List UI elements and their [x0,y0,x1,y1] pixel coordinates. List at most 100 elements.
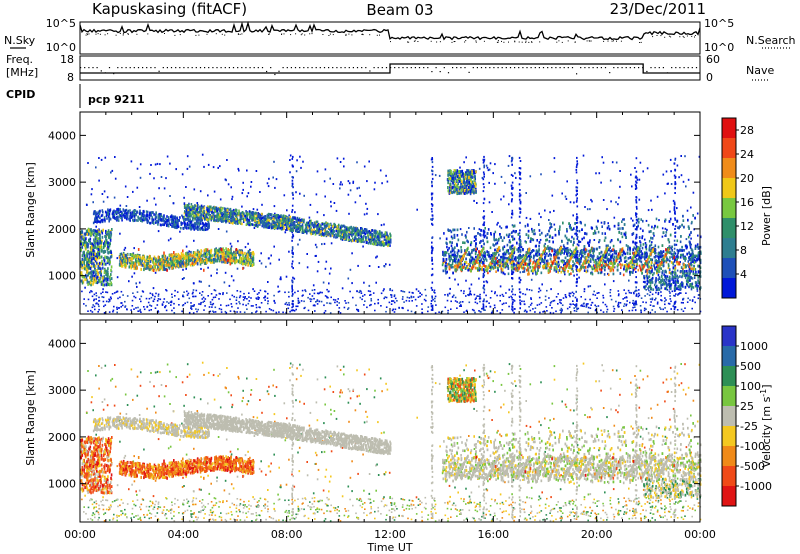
power-cell [684,155,686,158]
power-cell [568,306,571,308]
power-cell [289,310,291,313]
power-cell [321,243,323,246]
power-cell [104,156,107,159]
power-cell [576,253,579,256]
noise-search-dot [122,34,124,36]
power-cell [374,230,376,233]
power-cell [595,172,597,175]
power-cell [618,261,621,263]
power-cell [103,283,106,287]
power-cell [408,297,411,299]
nave-dot [390,67,392,69]
power-cell [576,156,578,159]
power-cell [80,248,83,252]
power-cell [267,300,269,302]
power-cell [481,307,483,310]
power-cell [241,222,243,226]
nave-dot [522,67,524,69]
power-cell [226,209,228,212]
power-cell [157,295,160,297]
noise-search-dot [241,33,243,35]
power-cell [359,229,361,233]
power-cell [85,237,87,241]
power-cell [468,301,471,304]
power-cell [539,311,541,314]
power-cell [136,186,139,189]
power-cell [430,302,432,305]
power-cell [674,280,677,283]
power-cell [607,272,609,275]
power-cell [298,301,301,304]
nave-dot [671,67,673,69]
power-cell [488,302,490,304]
power-cell [135,307,137,309]
power-cell [118,307,120,309]
noise-search-dot [345,35,347,36]
nave-dot [315,67,317,69]
power-cell [425,294,427,297]
power-cell [303,194,305,197]
power-cell [511,290,513,293]
power-cell [288,302,290,304]
power-cell [482,286,485,289]
power-cell [81,241,84,245]
power-cell [483,274,485,277]
power-cell [185,267,187,270]
nave-dot [431,71,433,73]
power-cell [594,304,596,307]
nave-dot [646,70,648,73]
power-cell [573,292,575,295]
power-cell [559,280,562,283]
power-cell [98,220,100,223]
nave-dot [538,67,540,69]
noise-search-dot [518,41,520,43]
power-cell [500,227,503,230]
power-cell [121,216,123,219]
power-cell [557,293,559,295]
noise-search-dot [640,41,642,43]
power-cell [98,279,100,283]
power-cell [511,194,514,197]
power-cell [102,283,104,287]
noise-left-tick-high: 10^5 [46,17,76,30]
power-cell [640,311,642,314]
power-cell [90,245,93,249]
power-cell [438,174,441,177]
nave-dot [253,67,255,69]
power-cell [431,177,434,180]
power-cell [689,299,691,301]
power-cell [670,308,672,310]
nave-dot [600,67,602,69]
power-cell [95,218,98,222]
power-cell [385,296,388,299]
power-cell [112,309,115,312]
power-cell [306,266,309,269]
power-cell [635,180,637,183]
power-cell [431,210,433,213]
power-cell [216,268,218,271]
nave-dot [472,67,474,69]
power-cell [81,230,84,234]
power-cell [151,293,154,295]
power-cell [389,241,392,244]
power-cell [484,234,487,237]
power-cell [369,290,372,293]
power-cell [635,237,637,240]
power-cell [98,296,100,299]
power-cell [483,166,485,169]
power-cell [98,300,100,302]
power-cell [103,216,106,219]
power-cell [518,237,521,240]
power-cell [108,231,110,234]
power-cell [357,310,360,312]
power-cell [508,155,511,158]
power-cell [247,221,250,224]
noise-search-dot [345,33,347,35]
power-cell [538,296,541,299]
power-cell [679,261,681,263]
power-cell [97,242,100,246]
power-cell [638,292,640,295]
power-cell [244,296,246,298]
power-cell [89,256,92,259]
power-cell [127,211,129,214]
